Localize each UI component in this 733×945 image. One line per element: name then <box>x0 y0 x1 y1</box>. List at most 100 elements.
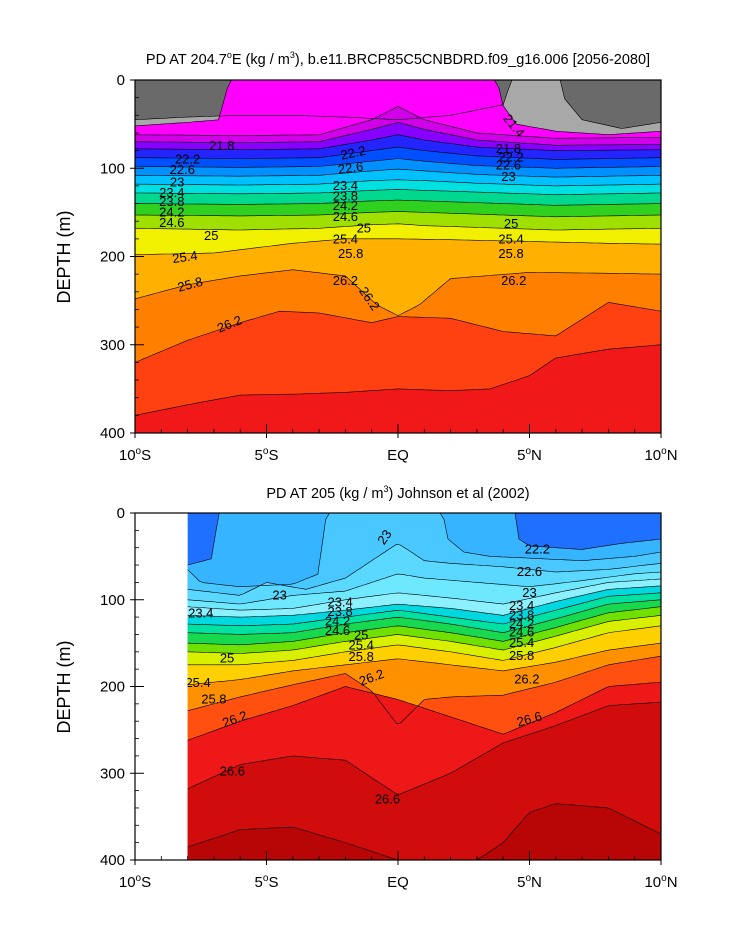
x-tick-label: EQ <box>387 874 409 891</box>
contour-label: 22.2 <box>339 143 367 163</box>
y-tick-label: 300 <box>100 765 125 782</box>
contour-line-23.8 <box>187 585 661 618</box>
contour-line-23.8 <box>135 168 661 178</box>
contour-label: 25.4 <box>333 232 358 247</box>
contour-label: 24.2 <box>333 198 358 213</box>
contour-label: 25 <box>204 228 218 243</box>
contour-label: 24.6 <box>333 209 358 224</box>
contour-line-27.8 <box>187 803 661 860</box>
contour-label: 23.8 <box>333 188 358 203</box>
contour-label: 22.2 <box>525 541 550 556</box>
contour-line-23.4 <box>187 578 661 611</box>
contour-label: 26.2 <box>333 273 358 288</box>
contour-line-21.8 <box>187 513 661 566</box>
contour-label: 25.8 <box>201 692 226 707</box>
x-tick-label: 10oS <box>119 446 151 464</box>
contour-line-27 <box>187 681 661 741</box>
contour-line-23 <box>187 571 661 605</box>
contour-label: 24.2 <box>325 613 350 628</box>
contour-line-25.8 <box>135 223 661 231</box>
x-tick-label: 5oS <box>255 446 279 464</box>
contour-line-25.4 <box>187 615 661 654</box>
contour-line-25.8 <box>187 625 661 666</box>
y-axis-label: DEPTH (m) <box>54 211 74 304</box>
contour-line-27 <box>135 302 661 363</box>
contour-line-26.6 <box>135 269 661 316</box>
contour-label: 25.4 <box>498 232 523 247</box>
contour-label: 24.6 <box>325 623 350 638</box>
contour-label: 23 <box>170 174 184 189</box>
contour-label: 25.4 <box>185 675 210 690</box>
contour-label: 21.8 <box>209 138 234 153</box>
contour-line-25 <box>135 199 661 206</box>
contour-label: 22.6 <box>496 158 521 173</box>
contour-label: 24.6 <box>159 215 184 230</box>
y-tick-label: 100 <box>100 592 125 609</box>
contour-field: 21.421.8 21.822.2 22.2 22.222.6 22.6 22.623 23… <box>135 80 661 433</box>
contour-label: 25 <box>504 216 518 231</box>
contour-label: 25.4 <box>349 638 374 653</box>
x-tick-label: 10oN <box>644 873 677 891</box>
y-tick-label: 300 <box>100 337 125 354</box>
contour-line-24.6 <box>135 189 661 195</box>
contour-label: 23.4 <box>327 594 352 609</box>
contour-label: 23.8 <box>327 604 352 619</box>
contour-label: 24.6 <box>509 625 534 640</box>
contour-line-23.4 <box>135 158 661 169</box>
contour-label: 25.4 <box>171 248 198 266</box>
x-tick-label: 5oS <box>255 873 279 891</box>
contour-label: 25.8 <box>509 648 534 663</box>
contour-label: 25.8 <box>498 246 523 261</box>
y-tick-label: 400 <box>100 425 125 442</box>
contour-band-27.8 <box>187 803 661 860</box>
top-panel: PD AT 204.7oE (kg / m3), b.e11.BRCP85C5C… <box>54 50 678 464</box>
contour-label: 25.4 <box>509 635 534 650</box>
y-tick-label: 0 <box>117 72 125 89</box>
contour-line-25.4 <box>135 211 661 218</box>
contour-label: 23 <box>272 587 286 602</box>
contour-label: 25 <box>354 627 368 642</box>
contour-line-27.4 <box>135 344 661 416</box>
bottom-panel: PD AT 205 (kg / m3) Johnson et al (2002)… <box>54 484 678 891</box>
contour-label: 23.4 <box>159 185 184 200</box>
x-tick-label: 5oN <box>517 446 542 464</box>
contour-line-21.4 <box>135 80 661 136</box>
plot-title: PD AT 205 (kg / m3) Johnson et al (2002) <box>266 484 529 502</box>
y-tick-label: 200 <box>100 679 125 696</box>
contour-label: 25.8 <box>349 649 374 664</box>
x-tick-label: 10oN <box>644 446 677 464</box>
contour-label: 23 <box>374 527 395 547</box>
plot-title: PD AT 204.7oE (kg / m3), b.e11.BRCP85C5C… <box>146 50 650 68</box>
x-tick-label: 10oS <box>119 873 151 891</box>
contour-line-23 <box>135 146 661 160</box>
contour-line-21 <box>135 80 661 129</box>
contour-label: 23.4 <box>188 606 213 621</box>
y-tick-label: 0 <box>117 505 125 522</box>
contour-label: 23 <box>522 585 536 600</box>
contour-line-24.2 <box>187 592 661 626</box>
contour-line-26.6 <box>187 655 661 725</box>
contour-label: 23.8 <box>159 194 184 209</box>
contour-label: 26.2 <box>501 273 526 288</box>
contour-label: 26.2 <box>514 672 539 687</box>
contour-label: 25.8 <box>338 246 363 261</box>
contour-label: 26.6 <box>515 708 543 729</box>
contour-label: 26.6 <box>375 791 400 806</box>
x-tick-label: 5oN <box>517 873 542 891</box>
contour-label: 26.6 <box>220 764 245 779</box>
contour-line-22.6 <box>135 134 661 151</box>
contour-line-22.2 <box>135 122 661 146</box>
x-tick-label: EQ <box>387 447 409 464</box>
contour-label: 23 <box>501 169 515 184</box>
contour-label: 25 <box>357 220 371 235</box>
contour-label: 23.4 <box>333 178 358 193</box>
contour-line-26.2 <box>135 238 661 255</box>
contour-label: 22.2 <box>498 150 523 165</box>
y-axis-label: DEPTH (m) <box>54 641 74 734</box>
contour-label: 22.6 <box>517 564 542 579</box>
contour-label: 22.2 <box>175 151 200 166</box>
contour-label: 23.8 <box>509 607 534 622</box>
contour-line-27.4 <box>187 701 661 795</box>
